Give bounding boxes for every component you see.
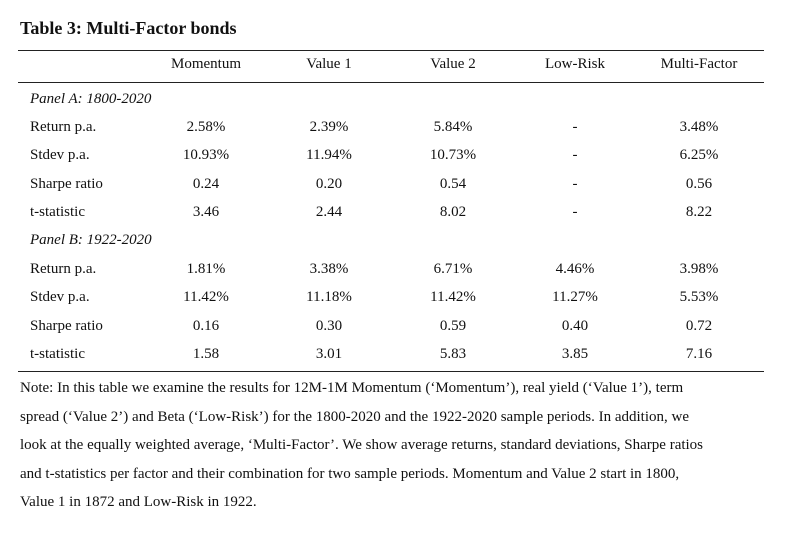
table-cell: 0.16 [192, 318, 220, 334]
table-cell: 3.98% [679, 261, 719, 277]
table-cell: 5.83 [439, 346, 467, 362]
table-cell: 4.46% [555, 261, 595, 277]
table-cell: 6.71% [433, 261, 473, 277]
table-cell: 0.30 [315, 318, 343, 334]
row-label: Stdev p.a. [30, 289, 90, 305]
panel-a-label: Panel A: 1800-2020 [30, 91, 152, 107]
row-label: t-statistic [30, 346, 85, 362]
table-cell: 0.59 [439, 318, 467, 334]
table-cell: 0.54 [439, 176, 467, 192]
table-row: t-statistic 1.58 3.01 5.83 3.85 7.16 [18, 346, 764, 366]
table-cell: 5.84% [433, 119, 473, 135]
table-cell: 0.40 [561, 318, 589, 334]
table-cell: 3.48% [679, 119, 719, 135]
table-row: Stdev p.a. 11.42% 11.18% 11.42% 11.27% 5… [18, 289, 764, 309]
table-cell: 1.58 [192, 346, 220, 362]
table-cell: 11.42% [430, 289, 476, 305]
table-row: Stdev p.a. 10.93% 11.94% 10.73% - 6.25% [18, 147, 764, 167]
table-row: t-statistic 3.46 2.44 8.02 - 8.22 [18, 204, 764, 224]
table-cell: 11.94% [306, 147, 352, 163]
column-header-low-risk: Low-Risk [545, 56, 605, 72]
bottom-rule [18, 371, 764, 372]
column-header-value-2: Value 2 [430, 56, 476, 72]
table-row: Return p.a. 2.58% 2.39% 5.84% - 3.48% [18, 119, 764, 139]
column-header-momentum: Momentum [171, 56, 241, 72]
table-cell: 3.01 [315, 346, 343, 362]
row-label: Return p.a. [30, 119, 97, 135]
table-cell: - [572, 176, 578, 192]
column-header-multi-factor: Multi-Factor [660, 56, 738, 72]
table-cell: 7.16 [685, 346, 713, 362]
table-title: Table 3: Multi-Factor bonds [20, 18, 237, 38]
note-line: Value 1 in 1872 and Low-Risk in 1922. [20, 494, 257, 511]
column-header-value-1: Value 1 [306, 56, 352, 72]
panel-b-label: Panel B: 1922-2020 [30, 232, 152, 248]
table-cell: 0.72 [685, 318, 713, 334]
note-line: look at the equally weighted average, ‘M… [20, 437, 704, 454]
table-cell: 5.53% [679, 289, 719, 305]
table-cell: 2.44 [315, 204, 343, 220]
table-cell: 3.38% [309, 261, 349, 277]
table-cell: 8.22 [685, 204, 713, 220]
row-label: t-statistic [30, 204, 85, 220]
table-cell: 3.46 [192, 204, 220, 220]
note-line: and t-statistics per factor and their co… [20, 465, 680, 482]
row-label: Sharpe ratio [30, 318, 103, 334]
header-row: Momentum Value 1 Value 2 Low-Risk Multi-… [18, 56, 764, 76]
row-label: Stdev p.a. [30, 147, 90, 163]
table-cell: 2.58% [186, 119, 226, 135]
top-rule [18, 50, 764, 51]
row-label: Sharpe ratio [30, 176, 103, 192]
table-cell: 11.27% [552, 289, 598, 305]
table-cell: 0.56 [685, 176, 713, 192]
table-row: Return p.a. 1.81% 3.38% 6.71% 4.46% 3.98… [18, 261, 764, 281]
note-line: spread (‘Value 2’) and Beta (‘Low-Risk’)… [20, 408, 689, 425]
table-cell: 0.20 [315, 176, 343, 192]
row-label: Return p.a. [30, 261, 97, 277]
table-cell: 0.24 [192, 176, 220, 192]
table-cell: - [572, 119, 578, 135]
table-cell: 2.39% [309, 119, 349, 135]
table-cell: 10.73% [429, 147, 477, 163]
table-cell: 11.42% [183, 289, 229, 305]
table-cell: 6.25% [679, 147, 719, 163]
table-cell: 10.93% [182, 147, 230, 163]
table-cell: 11.18% [306, 289, 352, 305]
table-cell: - [572, 147, 578, 163]
table-cell: 3.85 [561, 346, 589, 362]
table-cell: - [572, 204, 578, 220]
table-cell: 1.81% [186, 261, 226, 277]
table-cell: 8.02 [439, 204, 467, 220]
table-row: Sharpe ratio 0.16 0.30 0.59 0.40 0.72 [18, 318, 764, 338]
note-line: Note: In this table we examine the resul… [20, 380, 684, 396]
table-note: Note: In this table we examine the resul… [20, 374, 768, 517]
table-row: Sharpe ratio 0.24 0.20 0.54 - 0.56 [18, 176, 764, 196]
header-rule [18, 82, 764, 83]
